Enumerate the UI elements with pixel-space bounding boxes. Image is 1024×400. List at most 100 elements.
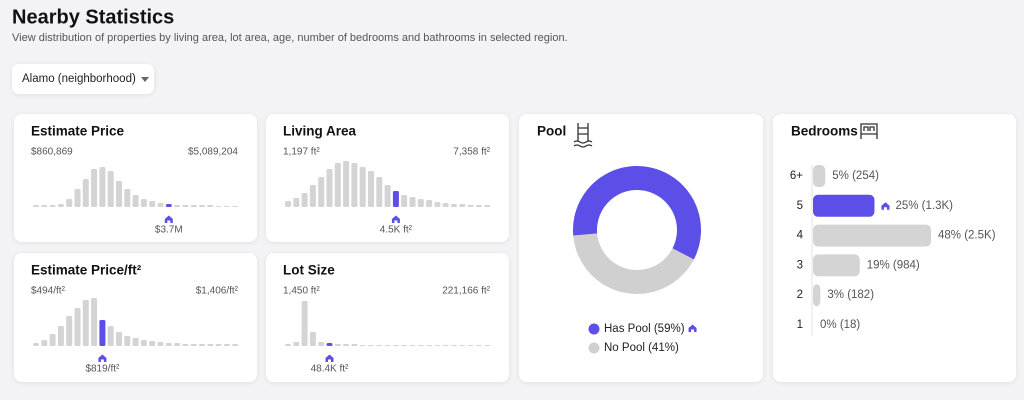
histogram-bar (199, 344, 205, 346)
histogram-bar (215, 344, 222, 346)
histogram-bar (232, 206, 239, 207)
histogram-bar (116, 332, 122, 346)
pool-icon (573, 123, 593, 148)
histogram-bar (91, 298, 98, 346)
histogram-bar (384, 185, 391, 207)
histogram-bar (124, 189, 131, 207)
histogram-bar (426, 200, 433, 207)
histogram-bar (149, 341, 156, 346)
min-label: 1,450 ft² (283, 286, 320, 297)
histogram-bar (223, 344, 230, 346)
histogram-bar (326, 169, 333, 207)
histogram-bar (99, 320, 106, 346)
histogram-bar (190, 344, 197, 346)
bar (813, 165, 826, 187)
donut-segment (573, 166, 701, 260)
histogram-bar (165, 204, 172, 207)
histogram-bar (301, 301, 308, 346)
histogram-bar (442, 203, 449, 207)
bar (813, 284, 821, 307)
dropdown-box[interactable] (12, 64, 154, 94)
histogram-bar (351, 344, 358, 346)
max-label: $1,406/ft² (196, 286, 239, 297)
histogram-bar (451, 204, 457, 207)
histogram-bar (99, 167, 106, 207)
histogram-bar (301, 193, 308, 207)
card-title: Living Area (283, 124, 357, 139)
histogram-bar (392, 191, 399, 207)
legend-label: No Pool (41%) (604, 342, 679, 354)
histogram-bar (359, 167, 366, 207)
histogram-bar (484, 345, 491, 346)
histogram-bar (223, 206, 230, 207)
histogram-bar (434, 202, 441, 207)
value-label: 25% (1.3K) (895, 200, 953, 212)
histogram-bar (140, 340, 147, 346)
histogram-bar (318, 177, 325, 207)
histogram-bar (417, 199, 424, 207)
category-label: 5 (797, 200, 803, 212)
histogram-bar (41, 205, 48, 207)
donut-segment (573, 233, 694, 295)
histogram-bar (475, 205, 482, 207)
value-label: 5% (254) (832, 170, 879, 182)
dropdown-label[interactable]: Alamo (neighborhood) (22, 73, 136, 85)
card (773, 114, 1016, 382)
histogram-bar (140, 199, 147, 207)
histogram-bar (376, 177, 383, 207)
histogram-bar (409, 197, 416, 207)
histogram-bar (74, 189, 81, 207)
histogram-bar (293, 342, 300, 346)
histogram-bar (207, 344, 214, 346)
value-label: 0% (18) (820, 319, 860, 331)
bar (813, 194, 875, 217)
histogram-bar (132, 338, 139, 346)
category-label: 6+ (790, 170, 803, 182)
histogram-bar (66, 199, 73, 207)
histogram-bar (467, 345, 474, 346)
histogram-bar (74, 308, 81, 346)
card-title: Lot Size (283, 263, 335, 278)
legend-label: Has Pool (59%) (604, 323, 685, 335)
histogram-bar (326, 343, 333, 346)
house-icon (325, 354, 334, 362)
histogram-bar (174, 343, 181, 346)
marker-label: 48.4K ft² (311, 364, 349, 375)
category-label: 4 (797, 230, 804, 242)
house-icon (98, 354, 107, 362)
marker-label: 4.5K ft² (380, 225, 413, 236)
histogram-bar (107, 171, 114, 207)
card (266, 253, 509, 382)
card (266, 114, 509, 242)
legend-dot (588, 342, 600, 354)
histogram-bar (33, 343, 39, 346)
histogram-bar (49, 334, 56, 346)
histogram-bar (392, 345, 399, 346)
marker-label: $3.7M (155, 225, 183, 236)
histogram-bar (351, 163, 358, 207)
house-icon (881, 202, 890, 210)
marker-label: $819/ft² (85, 364, 120, 375)
dropdown[interactable]: Alamo (neighborhood) (12, 64, 154, 94)
page-title: Nearby Statistics (12, 6, 174, 28)
histogram-bar (459, 345, 466, 346)
bed-icon (860, 123, 878, 139)
bar (813, 254, 860, 277)
house-icon (391, 215, 400, 223)
card (14, 253, 257, 382)
histogram-bar (124, 336, 131, 346)
histogram-bar (475, 345, 482, 346)
histogram-bar (182, 344, 189, 346)
histogram-bar (57, 326, 64, 346)
page-subtitle: View distribution of properties by livin… (12, 32, 568, 44)
histogram-bar (190, 205, 197, 207)
category-label: 3 (797, 259, 803, 271)
bar (813, 224, 931, 247)
histogram-bar (401, 345, 408, 346)
histogram-bar (359, 345, 366, 346)
histogram-bar (318, 342, 325, 346)
histogram-bar (285, 201, 291, 207)
category-label: 2 (797, 289, 803, 301)
max-label: 7,358 ft² (453, 147, 490, 158)
histogram-bar (165, 343, 172, 346)
